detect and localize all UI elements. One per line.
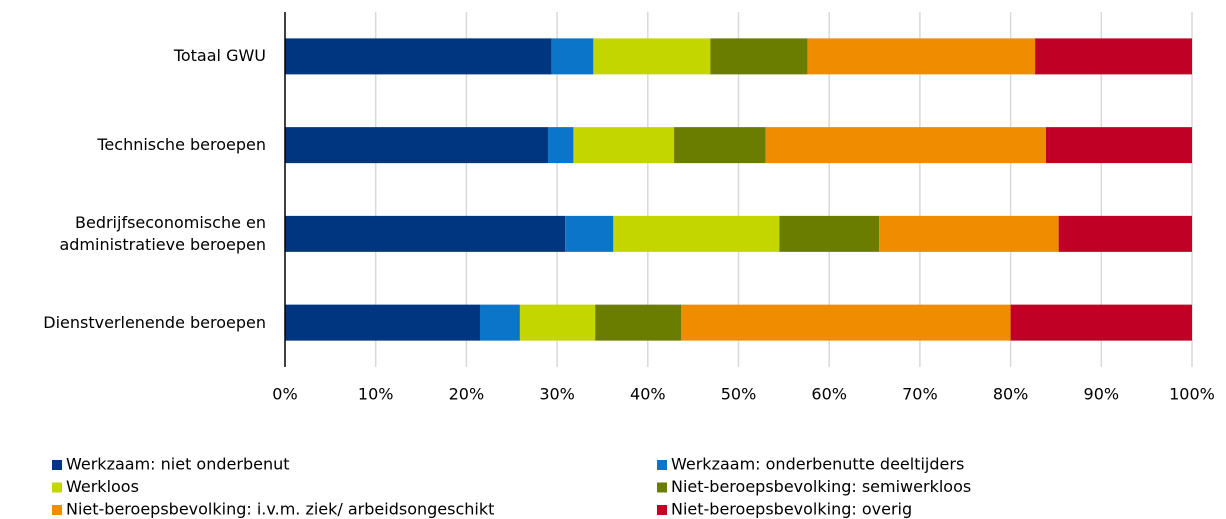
legend-label: Niet-beroepsbevolking: i.v.m. ziek/ arbe… [66, 500, 494, 519]
bar-segment [551, 38, 594, 75]
bar-segment [1045, 127, 1192, 164]
bar-segment [807, 38, 1036, 75]
bar-segment [565, 215, 614, 252]
bar-segment [710, 38, 808, 75]
bar-segment [1058, 215, 1192, 252]
bar-segment [595, 304, 682, 341]
x-tick-label: 10% [358, 385, 394, 404]
x-tick-label: 0% [272, 385, 297, 404]
y-tick-label: Dienstverlenende beroepen [43, 312, 266, 332]
bar-segment [285, 304, 481, 341]
x-tick-label: 40% [630, 385, 666, 404]
x-tick-label: 100% [1169, 385, 1215, 404]
legend-label: Werkzaam: onderbenutte deeltijders [671, 455, 964, 474]
x-tick-label: 20% [449, 385, 485, 404]
bar-segment [285, 215, 566, 252]
x-tick-label: 30% [539, 385, 575, 404]
bar-segment [765, 127, 1046, 164]
bar-segment [519, 304, 596, 341]
bar-segment [573, 127, 675, 164]
legend-swatch [52, 482, 62, 493]
legend-swatch [657, 460, 667, 470]
bar-segment [548, 127, 574, 164]
bar-segment [285, 38, 552, 75]
bar-segment [681, 304, 1011, 341]
bar-segment [1035, 38, 1192, 75]
bar-segment [480, 304, 520, 341]
bar-segment [593, 38, 711, 75]
y-tick-label: Totaal GWU [173, 46, 266, 66]
bar-segment [285, 127, 549, 164]
x-tick-label: 90% [1084, 385, 1120, 404]
legend-label: Niet-beroepsbevolking: semiwerkloos [671, 477, 971, 496]
legend-swatch [52, 505, 62, 515]
x-tick-label: 50% [721, 385, 757, 404]
bar-segment [1010, 304, 1192, 341]
bar-segment [674, 127, 766, 164]
legend-swatch [52, 460, 62, 470]
legend-swatch [657, 505, 667, 515]
x-tick-label: 70% [902, 385, 938, 404]
y-tick-label: Technische beroepen [97, 135, 266, 155]
bar-segment [779, 215, 880, 252]
x-tick-label: 80% [993, 385, 1029, 404]
x-tick-label: 60% [811, 385, 847, 404]
legend-swatch [657, 482, 667, 493]
y-tick-label: Bedrijfseconomische en administratieve b… [59, 212, 266, 254]
legend-label: Werkloos [66, 477, 139, 496]
legend-label: Werkzaam: niet onderbenut [66, 455, 290, 474]
bar-segment [613, 215, 780, 252]
bar-segment [879, 215, 1059, 252]
legend-label: Niet-beroepsbevolking: overig [671, 500, 912, 519]
